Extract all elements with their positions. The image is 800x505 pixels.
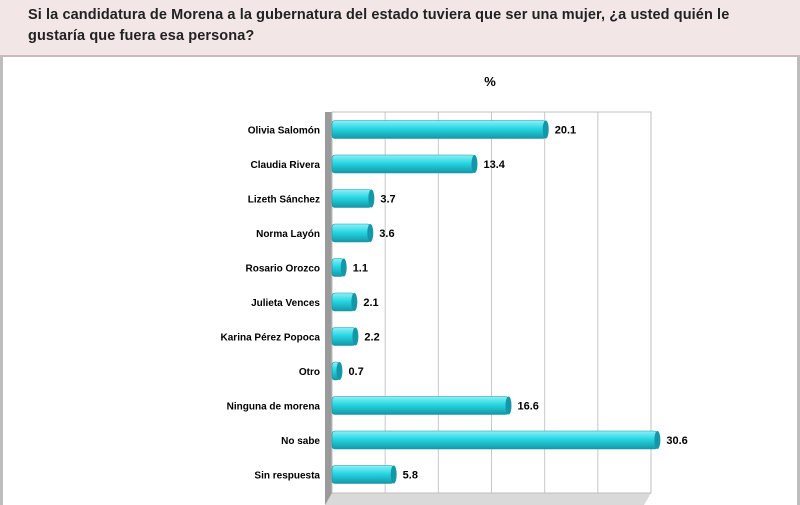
value-label: 16.6 xyxy=(518,401,539,413)
value-label: 13.4 xyxy=(483,159,505,171)
bar-cap xyxy=(352,327,359,346)
axis-floor xyxy=(325,112,332,505)
bar xyxy=(331,292,355,312)
bar-cap xyxy=(542,120,549,139)
category-label: Ninguna de morena xyxy=(227,402,321,413)
question-text: Si la candidatura de Morena a la guberna… xyxy=(28,7,730,44)
bar-cap xyxy=(505,396,512,415)
category-label: Julieta Vences xyxy=(251,298,320,309)
value-label: 30.6 xyxy=(666,435,687,447)
value-label: 3.7 xyxy=(380,194,395,206)
chart-floor xyxy=(325,493,651,505)
category-label: Otro xyxy=(299,367,320,378)
bar-cap xyxy=(368,189,375,208)
question-header: Si la candidatura de Morena a la guberna… xyxy=(0,0,800,57)
category-label: Norma Layón xyxy=(256,229,320,240)
category-label: Rosario Orozco xyxy=(246,264,320,275)
unit-label: % xyxy=(484,74,496,89)
bar-cap xyxy=(471,155,478,173)
category-label: Claudia Rivera xyxy=(251,160,321,171)
bar-cap xyxy=(390,465,397,484)
left-frame-edge xyxy=(0,57,3,505)
bar xyxy=(331,120,547,139)
bar-cap xyxy=(367,224,374,242)
bar-cap xyxy=(336,362,343,380)
category-label: Lizeth Sánchez xyxy=(248,195,320,206)
value-label: 20.1 xyxy=(555,125,576,137)
value-label: 3.6 xyxy=(379,228,394,240)
value-label: 2.1 xyxy=(363,297,378,309)
bar-cap xyxy=(654,431,661,449)
bar xyxy=(331,154,475,174)
category-label: Karina Pérez Popoca xyxy=(221,333,321,344)
category-label: Sin respuesta xyxy=(254,471,320,482)
right-frame-edge xyxy=(797,57,800,505)
bar-cap xyxy=(340,258,347,277)
value-label: 5.8 xyxy=(403,470,418,482)
value-label: 0.7 xyxy=(348,366,363,378)
bar xyxy=(331,223,371,243)
bar xyxy=(331,189,372,208)
bar-cap xyxy=(351,293,358,311)
category-label: No sabe xyxy=(281,436,320,447)
bar xyxy=(331,396,509,415)
value-label: 1.1 xyxy=(353,263,368,275)
bar xyxy=(331,465,394,484)
value-label: 2.2 xyxy=(364,332,379,344)
bar xyxy=(331,327,356,346)
category-label: Olivia Salomón xyxy=(248,126,320,137)
bar xyxy=(331,430,658,450)
bars xyxy=(331,120,661,484)
